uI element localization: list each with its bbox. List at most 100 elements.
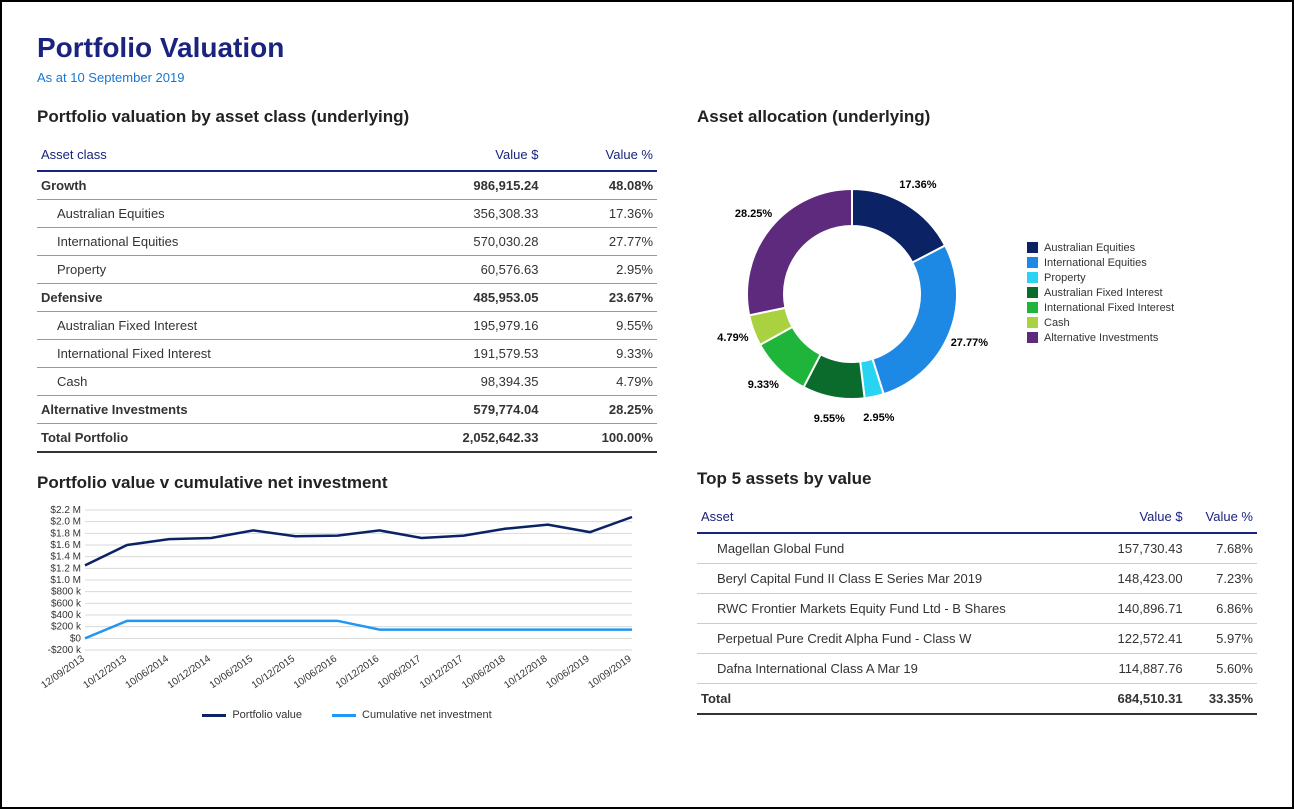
svg-text:10/12/2014: 10/12/2014 <box>166 653 214 691</box>
svg-text:10/09/2019: 10/09/2019 <box>586 653 634 691</box>
svg-text:10/06/2016: 10/06/2016 <box>292 653 340 691</box>
donut-legend: Australian Equities International Equitie… <box>1027 242 1174 347</box>
donut-slice-label: 28.25% <box>735 208 772 220</box>
legend-label: Australian Fixed Interest <box>1044 287 1163 299</box>
donut-slice-label: 4.79% <box>717 332 748 344</box>
legend-label: Alternative Investments <box>1044 332 1158 344</box>
legend-label: Portfolio value <box>232 709 302 721</box>
legend-item: Portfolio value <box>202 709 302 721</box>
table-cell: 148,423.00 <box>1094 564 1187 594</box>
legend-item: Cash <box>1027 317 1174 329</box>
table-row: Magellan Global Fund157,730.437.68% <box>697 533 1257 564</box>
table-cell: 5.97% <box>1187 624 1257 654</box>
line-chart-title: Portfolio value v cumulative net investm… <box>37 473 657 493</box>
table-cell: 195,979.16 <box>380 312 542 340</box>
table-header: Value $ <box>380 139 542 171</box>
svg-text:10/06/2019: 10/06/2019 <box>544 653 592 691</box>
table-row: Perpetual Pure Credit Alpha Fund - Class… <box>697 624 1257 654</box>
line-series <box>85 517 632 565</box>
content-grid: Portfolio valuation by asset class (unde… <box>37 107 1257 721</box>
report-page: Portfolio Valuation As at 10 September 2… <box>0 0 1294 809</box>
valuation-table-title: Portfolio valuation by asset class (unde… <box>37 107 657 127</box>
svg-text:-$200 k: -$200 k <box>48 645 82 656</box>
table-cell: 23.67% <box>542 284 657 312</box>
svg-text:10/06/2018: 10/06/2018 <box>460 653 508 691</box>
svg-text:$2.2 M: $2.2 M <box>50 505 81 516</box>
table-cell: 2,052,642.33 <box>380 424 542 453</box>
table-row: Total Portfolio2,052,642.33100.00% <box>37 424 657 453</box>
line-series <box>85 621 632 639</box>
table-header: Value % <box>542 139 657 171</box>
table-cell: 7.68% <box>1187 533 1257 564</box>
table-cell: RWC Frontier Markets Equity Fund Ltd - B… <box>697 594 1094 624</box>
table-row: RWC Frontier Markets Equity Fund Ltd - B… <box>697 594 1257 624</box>
top-assets-section: Top 5 assets by value AssetValue $Value … <box>697 469 1257 715</box>
table-cell: Growth <box>37 171 380 200</box>
table-row: Alternative Investments579,774.0428.25% <box>37 396 657 424</box>
table-cell: 114,887.76 <box>1094 654 1187 684</box>
table-cell: International Equities <box>37 228 380 256</box>
table-row: Defensive485,953.0523.67% <box>37 284 657 312</box>
valuation-table: Asset classValue $Value % Growth986,915.… <box>37 139 657 453</box>
svg-text:$800 k: $800 k <box>51 587 82 598</box>
donut-slice-label: 9.55% <box>814 413 845 425</box>
table-cell: Perpetual Pure Credit Alpha Fund - Class… <box>697 624 1094 654</box>
table-cell: 98,394.35 <box>380 368 542 396</box>
legend-item: International Fixed Interest <box>1027 302 1174 314</box>
right-column: Asset allocation (underlying) 17.36%27.7… <box>697 107 1257 721</box>
donut-slice-label: 9.33% <box>748 379 779 391</box>
svg-text:$0: $0 <box>70 633 82 644</box>
svg-text:$1.6 M: $1.6 M <box>50 540 81 551</box>
line-chart-section: Portfolio value v cumulative net investm… <box>37 473 657 721</box>
table-cell: Property <box>37 256 380 284</box>
table-cell: 100.00% <box>542 424 657 453</box>
svg-text:10/06/2015: 10/06/2015 <box>208 653 256 691</box>
svg-text:$400 k: $400 k <box>51 610 82 621</box>
legend-swatch <box>332 714 356 717</box>
line-chart-legend: Portfolio value Cumulative net investment <box>37 709 657 721</box>
table-cell: 60,576.63 <box>380 256 542 284</box>
legend-swatch <box>1027 317 1038 328</box>
svg-text:10/12/2018: 10/12/2018 <box>502 653 550 691</box>
table-cell: 684,510.31 <box>1094 684 1187 715</box>
donut-slice-label: 17.36% <box>899 179 936 191</box>
svg-text:12/09/2013: 12/09/2013 <box>39 653 87 691</box>
table-cell: 122,572.41 <box>1094 624 1187 654</box>
svg-text:$1.2 M: $1.2 M <box>50 563 81 574</box>
legend-label: Australian Equities <box>1044 242 1135 254</box>
table-cell: 570,030.28 <box>380 228 542 256</box>
legend-swatch <box>1027 272 1038 283</box>
svg-text:10/12/2016: 10/12/2016 <box>334 653 382 691</box>
table-cell: Australian Fixed Interest <box>37 312 380 340</box>
table-cell: Total Portfolio <box>37 424 380 453</box>
donut-wrap: 17.36%27.77%2.95%9.55%9.33%4.79%28.25% A… <box>697 139 1257 449</box>
legend-item: International Equities <box>1027 257 1174 269</box>
table-cell: 33.35% <box>1187 684 1257 715</box>
table-row: Australian Fixed Interest195,979.169.55% <box>37 312 657 340</box>
svg-text:10/06/2014: 10/06/2014 <box>124 653 172 691</box>
table-cell: Cash <box>37 368 380 396</box>
legend-swatch <box>1027 257 1038 268</box>
legend-item: Cumulative net investment <box>332 709 492 721</box>
line-chart: -$200 k$0$200 k$400 k$600 k$800 k$1.0 M$… <box>37 505 637 705</box>
legend-item: Australian Fixed Interest <box>1027 287 1174 299</box>
page-title: Portfolio Valuation <box>37 32 1257 64</box>
svg-text:10/12/2015: 10/12/2015 <box>250 653 298 691</box>
table-row: Cash98,394.354.79% <box>37 368 657 396</box>
table-cell: 27.77% <box>542 228 657 256</box>
table-cell: Dafna International Class A Mar 19 <box>697 654 1094 684</box>
table-row: Property60,576.632.95% <box>37 256 657 284</box>
table-cell: Magellan Global Fund <box>697 533 1094 564</box>
table-row: Dafna International Class A Mar 19114,88… <box>697 654 1257 684</box>
svg-text:$200 k: $200 k <box>51 622 82 633</box>
table-cell: 986,915.24 <box>380 171 542 200</box>
svg-text:10/06/2017: 10/06/2017 <box>376 653 424 691</box>
table-header: Asset <box>697 501 1094 533</box>
table-cell: 9.33% <box>542 340 657 368</box>
donut-slice-label: 27.77% <box>951 337 988 349</box>
table-cell: 356,308.33 <box>380 200 542 228</box>
table-cell: 6.86% <box>1187 594 1257 624</box>
table-cell: 17.36% <box>542 200 657 228</box>
svg-text:$1.4 M: $1.4 M <box>50 552 81 563</box>
top-assets-table: AssetValue $Value % Magellan Global Fund… <box>697 501 1257 715</box>
